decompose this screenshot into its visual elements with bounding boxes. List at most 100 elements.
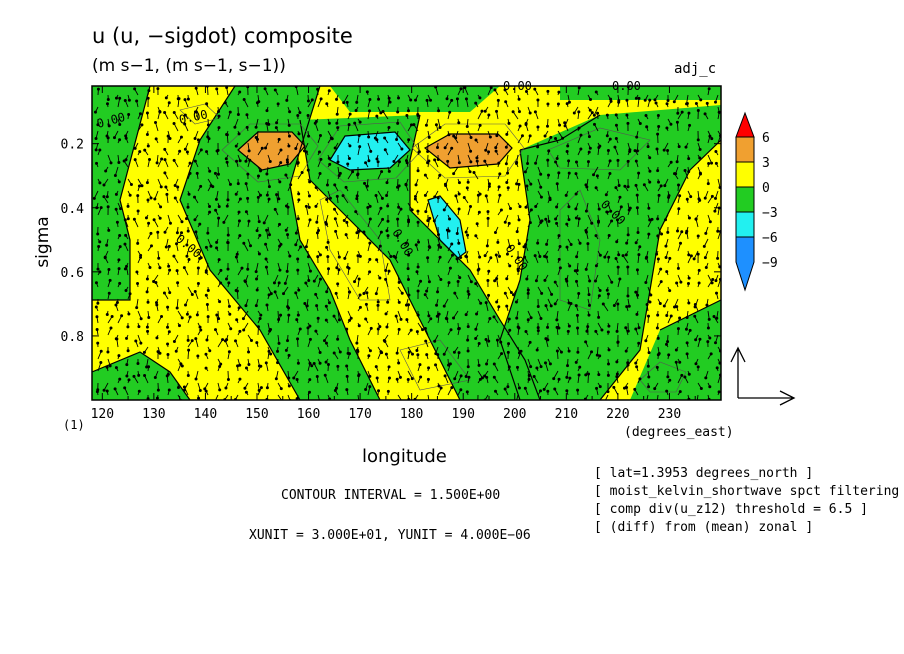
vector-arrow-head	[534, 279, 538, 283]
vector-arrow-head	[648, 300, 652, 304]
vector-arrow-head	[445, 317, 449, 321]
vector-arrow-head	[637, 341, 641, 345]
vector-arrow-head	[468, 205, 472, 209]
vector-arrow-head	[653, 98, 657, 102]
vector-arrow-head	[694, 362, 698, 366]
vector-arrow-head	[296, 337, 300, 341]
vector-arrow-head	[203, 387, 207, 391]
vector-arrow-head	[609, 209, 613, 213]
vector-arrow-head	[405, 113, 409, 117]
vector-arrow-head	[711, 277, 715, 281]
vector-arrow-head	[342, 101, 346, 105]
vector-arrow-head	[264, 361, 268, 365]
vector-arrow-head	[298, 327, 302, 331]
vector-arrow-head	[557, 234, 561, 238]
vector-arrow-head	[204, 352, 208, 356]
vector-arrow-head	[208, 169, 212, 173]
vector-arrow-head	[545, 242, 549, 246]
vector-arrow-head	[503, 291, 507, 295]
vector-arrow-head	[259, 386, 263, 390]
vector-arrow-head	[584, 230, 588, 234]
vector-arrow-head	[635, 135, 639, 139]
vector-arrow-head	[218, 300, 222, 304]
vector-arrow-head	[624, 326, 628, 330]
vector-arrow-head	[437, 312, 441, 316]
vector-arrow-head	[177, 324, 181, 328]
vector-arrow-head	[662, 148, 666, 152]
vector-arrow-head	[367, 135, 371, 139]
vector-arrow-head	[117, 267, 121, 271]
vector-arrow-head	[135, 270, 139, 274]
vector-arrow-head	[696, 252, 700, 256]
vector-arrow-head	[459, 87, 463, 91]
vector-arrow-head	[160, 157, 164, 161]
vector-arrow-head	[334, 386, 338, 390]
vector-arrow-head	[474, 101, 478, 105]
vector-arrow-head	[559, 350, 563, 354]
vector-arrow-head	[355, 341, 359, 345]
vector-arrow-head	[217, 126, 221, 130]
vector-arrow-head	[184, 303, 188, 307]
vector-arrow-head	[495, 109, 499, 113]
vector-arrow-head	[127, 312, 131, 316]
vector-arrow-head	[143, 148, 147, 152]
vector-arrow-head	[600, 328, 604, 332]
vector-arrow-head	[125, 264, 129, 268]
vector-arrow-head	[219, 362, 223, 366]
vector-arrow-head	[487, 269, 491, 273]
vector-arrow-head	[525, 89, 529, 93]
negative-strip-top-right	[560, 86, 721, 100]
vector-arrow-head	[692, 257, 696, 261]
vector-arrow-head	[387, 126, 391, 130]
vector-arrow-head	[498, 172, 502, 176]
vector-arrow-head	[244, 366, 248, 370]
vector-arrow-head	[318, 253, 322, 257]
vector-arrow-head	[616, 302, 620, 306]
vector-arrow-head	[315, 375, 319, 379]
vector-arrow-head	[574, 192, 578, 196]
vector-arrow-head	[394, 314, 398, 318]
vector-arrow-head	[256, 195, 260, 199]
vector-arrow-head	[487, 182, 491, 186]
vector-arrow-head	[317, 150, 321, 154]
vector-arrow-head	[268, 160, 272, 164]
vector-arrow-head	[604, 399, 605, 400]
vector-arrow-head	[465, 390, 469, 394]
vector-arrow-head	[610, 219, 614, 223]
vector-arrow-head	[384, 312, 388, 316]
x-tick-label: 210	[555, 407, 578, 422]
vector-arrow-head	[565, 389, 569, 393]
vector-arrow-head	[536, 326, 540, 330]
vector-arrow-head	[297, 132, 301, 136]
vector-arrow-head	[406, 267, 410, 271]
vector-arrow-head	[686, 282, 690, 286]
vector-arrow-head	[385, 229, 389, 233]
vector-arrow	[605, 394, 609, 400]
vector-arrow-head	[282, 292, 286, 296]
vector-arrow-head	[327, 267, 331, 271]
vector-arrow-head	[416, 220, 420, 224]
vector-arrow-head	[303, 302, 307, 306]
vector-arrow-head	[678, 194, 682, 198]
vector-arrow-head	[674, 360, 678, 364]
vector-arrow-head	[657, 193, 661, 197]
vector-arrow-head	[225, 160, 229, 164]
vector-arrow-head	[398, 375, 402, 379]
vector-arrow-head	[325, 290, 329, 294]
vector-arrow-head	[616, 265, 620, 269]
vector-arrow-head	[193, 195, 197, 199]
vector-arrow-head	[375, 157, 379, 161]
vector-arrow-head	[316, 87, 320, 91]
vector-arrow-head	[257, 252, 261, 256]
vector-arrow-head	[107, 124, 111, 128]
vector-arrow-head	[445, 97, 449, 101]
vector-arrow-head	[238, 234, 242, 238]
vector-arrow-head	[400, 291, 404, 295]
vector-arrow-head	[696, 109, 700, 113]
vector-arrow-head	[710, 194, 714, 198]
vector-arrow-head	[567, 171, 571, 175]
vector-arrow-head	[107, 291, 111, 295]
vector-arrow-head	[322, 339, 326, 343]
vector-arrow-head	[245, 125, 249, 129]
vector-arrow-head	[186, 229, 190, 233]
